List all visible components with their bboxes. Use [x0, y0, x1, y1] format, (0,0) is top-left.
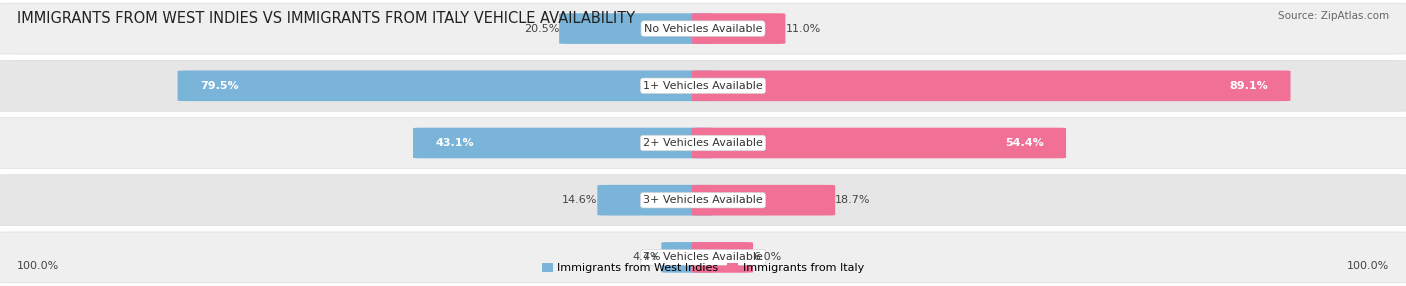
Text: 2+ Vehicles Available: 2+ Vehicles Available [643, 138, 763, 148]
Text: 1+ Vehicles Available: 1+ Vehicles Available [643, 81, 763, 91]
Text: 20.5%: 20.5% [524, 24, 560, 33]
Text: 18.7%: 18.7% [835, 195, 870, 205]
Text: 89.1%: 89.1% [1229, 81, 1268, 91]
Text: 100.0%: 100.0% [1347, 261, 1389, 271]
FancyBboxPatch shape [692, 13, 786, 44]
FancyBboxPatch shape [661, 242, 714, 273]
Text: 54.4%: 54.4% [1005, 138, 1043, 148]
Text: No Vehicles Available: No Vehicles Available [644, 24, 762, 33]
Text: 43.1%: 43.1% [436, 138, 474, 148]
Text: IMMIGRANTS FROM WEST INDIES VS IMMIGRANTS FROM ITALY VEHICLE AVAILABILITY: IMMIGRANTS FROM WEST INDIES VS IMMIGRANT… [17, 11, 636, 26]
Text: 6.0%: 6.0% [754, 253, 782, 262]
Text: 11.0%: 11.0% [786, 24, 821, 33]
FancyBboxPatch shape [0, 175, 1406, 226]
FancyBboxPatch shape [560, 13, 714, 44]
FancyBboxPatch shape [692, 128, 1066, 158]
Text: 79.5%: 79.5% [200, 81, 239, 91]
Text: Source: ZipAtlas.com: Source: ZipAtlas.com [1278, 11, 1389, 21]
FancyBboxPatch shape [692, 70, 1291, 101]
FancyBboxPatch shape [177, 70, 714, 101]
FancyBboxPatch shape [692, 185, 835, 216]
FancyBboxPatch shape [692, 242, 754, 273]
FancyBboxPatch shape [0, 3, 1406, 54]
FancyBboxPatch shape [413, 128, 714, 158]
Text: 4.7%: 4.7% [633, 253, 661, 262]
Text: 100.0%: 100.0% [17, 261, 59, 271]
Text: 14.6%: 14.6% [562, 195, 598, 205]
Text: 3+ Vehicles Available: 3+ Vehicles Available [643, 195, 763, 205]
Text: 4+ Vehicles Available: 4+ Vehicles Available [643, 253, 763, 262]
FancyBboxPatch shape [0, 60, 1406, 111]
Legend: Immigrants from West Indies, Immigrants from Italy: Immigrants from West Indies, Immigrants … [537, 259, 869, 278]
FancyBboxPatch shape [598, 185, 714, 216]
FancyBboxPatch shape [0, 118, 1406, 168]
FancyBboxPatch shape [0, 232, 1406, 283]
